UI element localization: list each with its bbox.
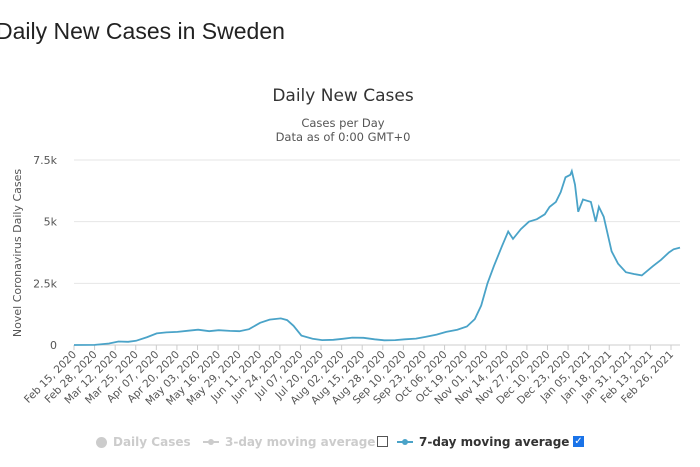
- chart-subtitle: Cases per Day: [301, 116, 384, 130]
- legend-item-3-day-average[interactable]: 3-day moving average: [203, 432, 375, 452]
- legend-item-7-day-average[interactable]: 7-day moving average: [397, 432, 569, 452]
- y-tick-label: 0: [50, 339, 57, 352]
- y-tick-label: 2.5k: [33, 277, 57, 290]
- y-axis-title: Novel Coronavirus Daily Cases: [11, 169, 24, 337]
- legend-label: 7-day moving average: [419, 435, 570, 449]
- legend-item-daily-cases[interactable]: Daily Cases: [96, 432, 191, 452]
- y-axis: 0 2.5k 5k 7.5k: [33, 154, 57, 352]
- gridlines: [74, 159, 680, 346]
- chart-subtitle: Data as of 0:00 GMT+0: [276, 130, 411, 144]
- page-title: Daily New Cases in Sweden: [0, 18, 285, 44]
- legend-label: Daily Cases: [113, 435, 191, 449]
- y-tick-label: 7.5k: [33, 154, 57, 167]
- series-line-7-day-average: [73, 168, 681, 346]
- checkbox-7-day-average[interactable]: ✓: [573, 436, 584, 447]
- chart-title: Daily New Cases: [272, 86, 414, 106]
- line-marker-icon: [397, 439, 413, 445]
- legend-label: 3-day moving average: [225, 435, 376, 449]
- circle-marker-icon: [96, 436, 107, 448]
- y-tick-label: 5k: [44, 216, 58, 229]
- line-marker-icon: [203, 439, 219, 445]
- legend: Daily Cases 3-day moving average 7-day m…: [0, 432, 700, 454]
- checkbox-3-day-average[interactable]: [377, 436, 388, 447]
